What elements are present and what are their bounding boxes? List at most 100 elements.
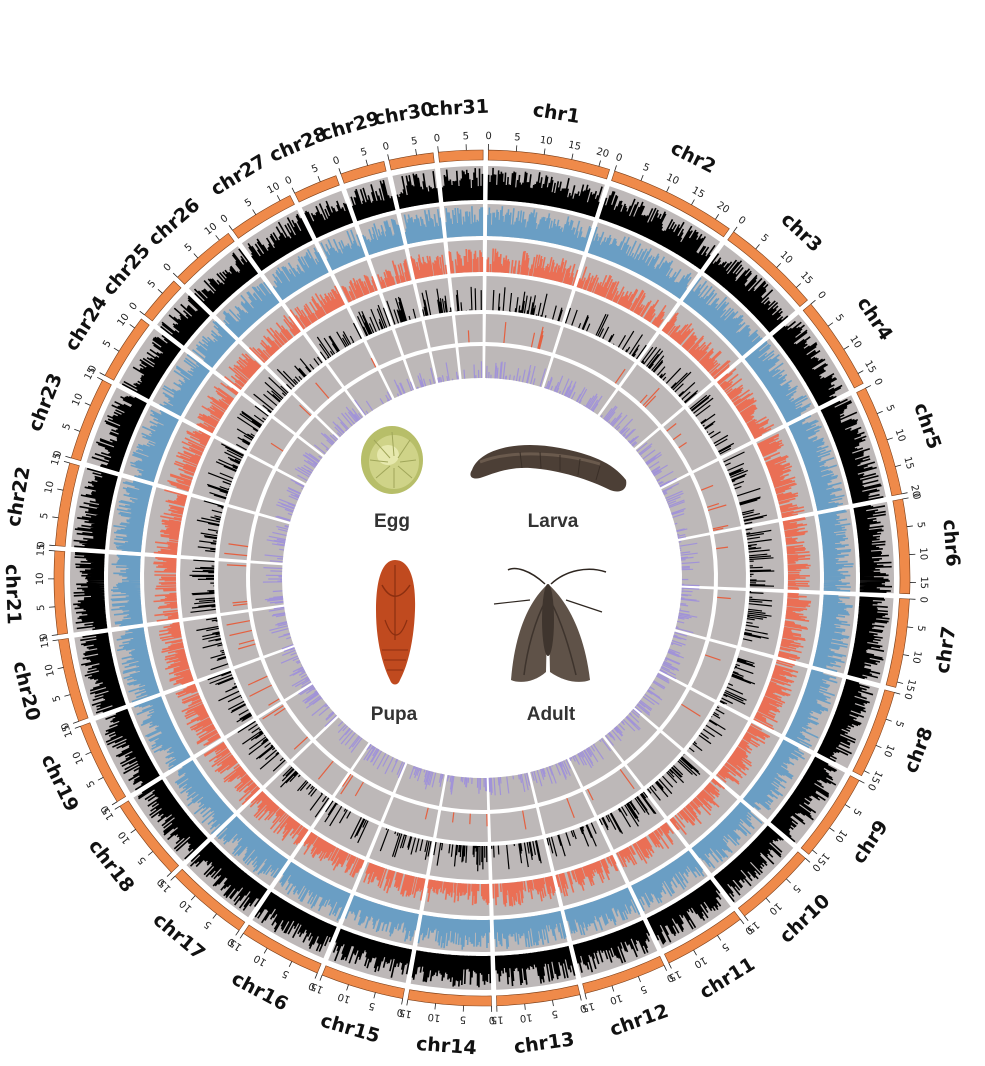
tick-label-chr7-10: 10 [910, 650, 923, 664]
chromosome-label-chr17: chr17 [149, 909, 209, 965]
track-5-chr31-bars [467, 330, 470, 343]
track-5-chr19-background [234, 659, 281, 717]
ideogram-chr20 [58, 638, 89, 722]
track-3-chr29-bars [376, 259, 412, 289]
track-2-chr15-bars [344, 895, 419, 942]
track-4-chr22-bars [196, 500, 224, 553]
track-4-chr31-background [451, 276, 483, 312]
tick-label-chr8-5: 5 [893, 719, 905, 729]
chromosome-label-chr25: chr25 [98, 240, 154, 300]
chromosome-label-chr13: chr13 [513, 1028, 576, 1058]
tick-label-chr26-5: 5 [183, 242, 195, 254]
tick-label-chr1-0: 0 [485, 131, 492, 142]
tick-chr29-0 [338, 168, 342, 175]
tick-chr4-10 [843, 345, 850, 350]
track-1-chr19-bars [104, 708, 160, 791]
track-4-chr24-bars [236, 405, 269, 451]
track-5-chr9-background [662, 689, 715, 749]
track-6-chr22-bars [264, 524, 289, 563]
track-2-chr8-bars [785, 669, 838, 749]
tick-label-chr5-20: 20 [908, 484, 921, 499]
track-3-chr16-background [293, 832, 365, 890]
track-6-chr18-bars [298, 684, 338, 727]
ideogram-chr4 [802, 303, 864, 389]
tick-label-chr8-0: 0 [901, 692, 913, 701]
track-4-chr9-bars [688, 706, 726, 753]
track-3-chr21-bars [153, 557, 179, 622]
track-5-chr16-bars [340, 773, 364, 797]
tick-label-chr29-5: 5 [359, 146, 368, 158]
tick-label-chr22-0: 0 [36, 541, 47, 548]
stage-label-larva: Larva [528, 511, 579, 532]
chromosome-label-chr8: chr8 [900, 724, 938, 776]
tick-chr26-0 [172, 272, 178, 278]
chromosome-label-chr22: chr22 [3, 465, 35, 529]
track-1-chr24-bars [121, 334, 182, 400]
chromosome-label-chr7: chr7 [931, 625, 960, 675]
tick-label-chr12-5: 5 [638, 983, 648, 996]
track-5-chr6-background [713, 529, 746, 588]
track-2-chr17-bars [216, 816, 289, 879]
tick-chr13-0 [579, 994, 582, 1001]
track-4-chr27-background [305, 308, 362, 361]
chromosome-label-chr20: chr20 [8, 659, 44, 723]
track-3-chr13-bars [492, 875, 556, 907]
track-6-chr30-bars [437, 362, 459, 383]
track-5-chr25-background [273, 394, 313, 433]
tick-label-chr19-10: 10 [71, 750, 86, 766]
track-6-chr16-bars [363, 743, 406, 778]
track-2-chr29-bars [362, 218, 404, 256]
tick-chr28-5 [317, 176, 321, 182]
tick-label-chr15-10: 10 [337, 990, 353, 1004]
tick-label-chr22-15: 15 [50, 452, 64, 467]
tick-chr17-15 [170, 875, 176, 881]
track-4-chr2-background [565, 290, 657, 360]
tick-label-chr14-5: 5 [460, 1013, 467, 1024]
track-6-chr19-bars [280, 647, 312, 689]
track-5-chr20-background [220, 612, 260, 667]
tick-chr31-0 [437, 146, 439, 153]
tick-chr4-15 [857, 370, 864, 374]
tick-label-chr8-15: 15 [868, 769, 884, 785]
tick-label-chr7-15: 15 [903, 678, 917, 693]
tick-label-chr9-0: 0 [865, 781, 878, 792]
track-2-chr7-bars [812, 594, 853, 673]
tick-label-chr29-0: 0 [332, 155, 342, 167]
tick-chr18-5 [147, 851, 154, 856]
tick-chr9-5 [844, 804, 851, 809]
tick-label-chr23-15: 15 [83, 366, 99, 382]
track-3-chr4-bars [716, 368, 775, 440]
track-4-chr6-bars [745, 528, 775, 587]
track-1-chr7-bars [847, 596, 890, 680]
tick-label-chr24-0: 0 [87, 364, 100, 375]
stage-label-pupa: Pupa [371, 704, 418, 725]
track-5-chr21-bars [226, 564, 248, 607]
track-4-chr12-bars [546, 822, 597, 857]
tick-chr1-15 [571, 153, 574, 160]
tick-chr6-5 [906, 525, 913, 528]
tick-chr12-10 [611, 985, 615, 992]
tick-chr1-20 [598, 160, 601, 167]
tick-chr8-15 [863, 770, 870, 774]
tick-chr15-5 [373, 992, 376, 999]
tick-chr13-5 [552, 1000, 554, 1007]
tick-label-chr6-0: 0 [910, 492, 922, 500]
track-5-chr15-background [383, 796, 439, 838]
chromosome-label-chr18: chr18 [84, 835, 139, 896]
tick-label-chr30-0: 0 [382, 141, 391, 153]
track-4-chr21-background [179, 558, 217, 619]
tick-label-chr1-20: 20 [595, 146, 610, 160]
ideogram-chr9 [800, 775, 860, 855]
tick-label-chr21-10: 10 [35, 572, 46, 585]
track-4-chr15-bars [379, 828, 432, 860]
track-4-chr23-bars [207, 443, 244, 500]
chromosome-label-chr15: chr15 [318, 1010, 382, 1048]
track-5-chr6-bars [716, 546, 729, 550]
track-4-chr9-background [686, 704, 749, 774]
track-1-chr25-bars [160, 295, 210, 346]
tick-label-chr19-5: 5 [85, 778, 98, 789]
tick-chr10-15 [744, 915, 749, 922]
track-2-chr14-bars [417, 914, 491, 950]
track-5-chr19-bars [247, 675, 280, 706]
tick-label-chr10-5: 5 [790, 882, 802, 894]
